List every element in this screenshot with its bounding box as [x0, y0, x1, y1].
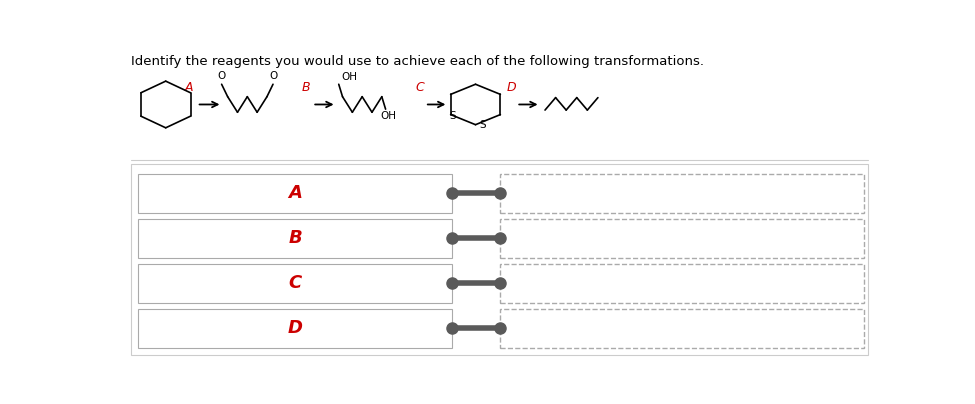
- Bar: [499, 174, 864, 213]
- Text: B: B: [302, 81, 311, 94]
- Bar: [499, 309, 864, 348]
- Text: OH: OH: [341, 72, 357, 82]
- Text: C: C: [289, 274, 302, 292]
- Bar: [131, 164, 868, 355]
- Text: OH: OH: [380, 111, 397, 121]
- Bar: [138, 309, 452, 348]
- Text: S: S: [479, 120, 486, 130]
- Text: B: B: [289, 229, 302, 247]
- Text: A: A: [289, 184, 302, 202]
- Text: D: D: [288, 320, 303, 337]
- Text: Identify the reagents you would use to achieve each of the following transformat: Identify the reagents you would use to a…: [131, 55, 704, 68]
- Bar: [138, 219, 452, 258]
- Bar: [499, 264, 864, 303]
- Text: S: S: [449, 111, 456, 120]
- Bar: [138, 264, 452, 303]
- Text: O: O: [217, 72, 226, 82]
- Text: D: D: [507, 81, 517, 94]
- Bar: [138, 174, 452, 213]
- Text: O: O: [269, 72, 277, 82]
- Text: C: C: [415, 81, 424, 94]
- Text: A: A: [185, 81, 193, 94]
- Bar: [499, 219, 864, 258]
